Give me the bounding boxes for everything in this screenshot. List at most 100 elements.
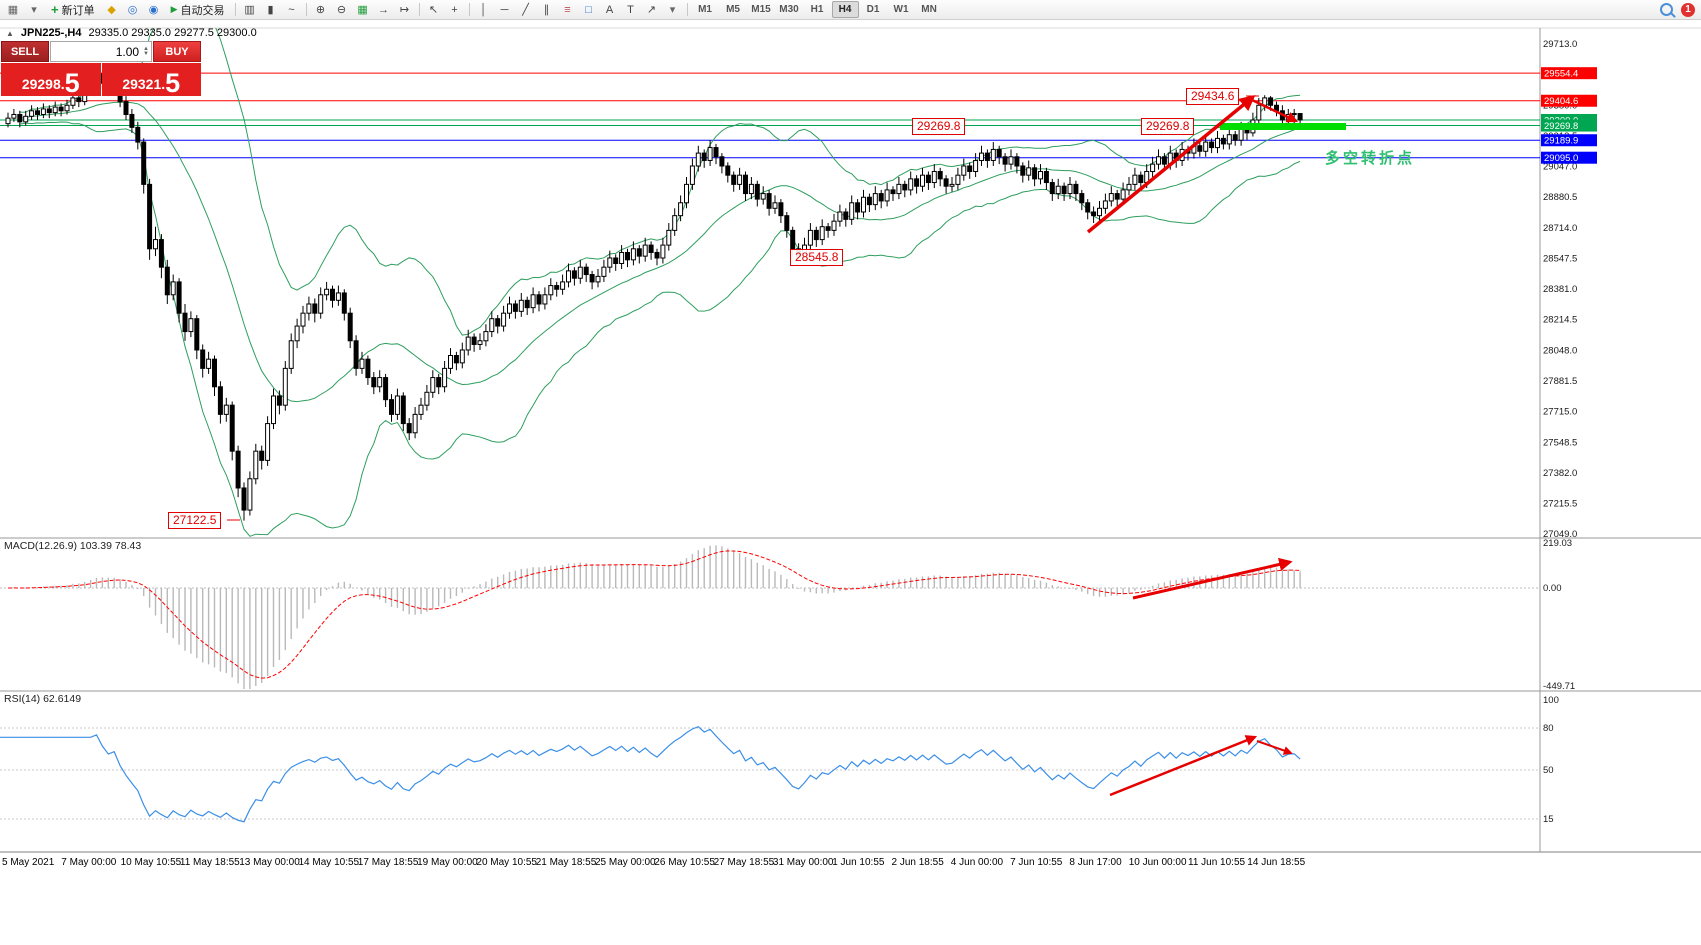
new-chart-dropdown-icon[interactable]: ▾: [31, 4, 37, 16]
trendline-icon[interactable]: ╱: [522, 4, 529, 16]
toolbar-separator: [686, 3, 688, 16]
zoom-out-icon[interactable]: ⊖: [336, 4, 347, 16]
timeframe-group: M1 M5 M15 M30 H1 H4 D1 W1 MN: [692, 1, 943, 18]
new-order-label: 新订单: [61, 4, 95, 17]
svg-text:5 May 2021: 5 May 2021: [2, 857, 55, 868]
ohlc-values: 29335.0 29335.0 29277.5 29300.0: [88, 27, 257, 39]
new-chart-icon[interactable]: ▦: [7, 4, 19, 16]
svg-text:7 Jun 10:55: 7 Jun 10:55: [1010, 857, 1063, 868]
arrows-tool-icon[interactable]: ↗: [646, 4, 657, 16]
expert-advisors-icon[interactable]: ◆: [107, 4, 116, 16]
svg-text:1 Jun 10:55: 1 Jun 10:55: [832, 857, 885, 868]
price-label-29269-left[interactable]: 29269.8: [912, 118, 966, 135]
price-label-low[interactable]: 27122.5: [168, 512, 222, 529]
new-order-button[interactable]: + 新订单: [45, 2, 101, 18]
chart-info-line: ▲ JPN225-,H4 29335.0 29335.0 29277.5 293…: [6, 27, 257, 39]
symbol-period-label: JPN225-,H4: [20, 27, 82, 39]
svg-text:28048.0: 28048.0: [1543, 345, 1577, 356]
profiles-icon[interactable]: ◉: [148, 4, 159, 16]
price-label-high[interactable]: 29434.6: [1186, 88, 1240, 105]
autotrading-button[interactable]: ▶ 自动交易: [165, 2, 231, 18]
svg-text:2 Jun 18:55: 2 Jun 18:55: [892, 857, 945, 868]
line-chart-icon[interactable]: ~: [288, 3, 295, 16]
sell-price-main: 29298.: [21, 76, 65, 92]
svg-text:10 Jun 00:00: 10 Jun 00:00: [1129, 857, 1187, 868]
toolbar-separator: [418, 3, 420, 16]
fibonacci-icon[interactable]: ≡: [564, 3, 571, 16]
toolbar-mid-group: ◆ ◎ ◉: [102, 1, 164, 19]
timeframe-button-m15[interactable]: M15: [751, 4, 771, 15]
timeframe-button-h1[interactable]: H1: [810, 4, 824, 15]
svg-text:27 May 18:55: 27 May 18:55: [714, 857, 775, 868]
timeframe-button-m5[interactable]: M5: [726, 4, 740, 15]
drawing-objects: [227, 95, 1346, 797]
volume-input[interactable]: [51, 43, 142, 60]
svg-text:31 May 00:00: 31 May 00:00: [773, 857, 834, 868]
bar-chart-icon[interactable]: ▥: [244, 4, 255, 16]
chart-shift-icon[interactable]: ↦: [399, 4, 410, 16]
autotrading-play-icon: ▶: [170, 4, 178, 14]
svg-text:8 Jun 17:00: 8 Jun 17:00: [1069, 857, 1122, 868]
price-label-29269-right[interactable]: 29269.8: [1141, 118, 1195, 135]
svg-text:27548.5: 27548.5: [1543, 437, 1577, 448]
channel-icon[interactable]: ∥: [543, 4, 550, 16]
timeframe-button-m1[interactable]: M1: [698, 4, 712, 15]
auto-scroll-icon[interactable]: →: [378, 3, 390, 16]
tile-windows-icon[interactable]: ▦: [357, 4, 368, 16]
search-icon[interactable]: [1660, 3, 1673, 16]
text-label-icon[interactable]: T: [627, 3, 634, 16]
level-lines: [0, 72, 1540, 159]
green-highlight-bar: [1220, 123, 1346, 130]
candlestick-chart-icon[interactable]: ▮: [267, 4, 274, 16]
toolbar-right-group: 1: [1660, 2, 1698, 17]
macd-label: MACD(12.26.9) 103.39 78.43: [4, 540, 142, 552]
sell-button[interactable]: SELL: [1, 41, 49, 62]
timeframe-button-w1[interactable]: W1: [893, 4, 909, 15]
svg-text:19 May 00:00: 19 May 00:00: [417, 857, 478, 868]
svg-text:28381.0: 28381.0: [1543, 284, 1577, 295]
timeframe-button-d1[interactable]: D1: [866, 4, 880, 15]
buy-price[interactable]: 29321. 5: [101, 63, 201, 99]
price-trend-arrow: [1086, 95, 1256, 234]
svg-text:4 Jun 00:00: 4 Jun 00:00: [951, 857, 1004, 868]
volume-stepper[interactable]: ▲ ▼: [143, 45, 149, 57]
market-watch-icon[interactable]: ◎: [127, 4, 138, 16]
svg-text:219.03: 219.03: [1543, 538, 1572, 549]
toolbar-separator: [234, 3, 236, 16]
rsi-line: [0, 725, 1301, 823]
svg-text:50: 50: [1543, 765, 1554, 776]
svg-text:27049.0: 27049.0: [1543, 529, 1577, 540]
crosshair-icon[interactable]: +: [451, 3, 458, 16]
price-label-dip[interactable]: 28545.8: [790, 249, 844, 266]
notification-badge[interactable]: 1: [1681, 2, 1695, 17]
horizontal-line-icon[interactable]: ─: [500, 3, 509, 16]
arrows-dropdown-icon[interactable]: ▾: [669, 4, 676, 16]
svg-text:29554.4: 29554.4: [1544, 69, 1578, 80]
candles-layer: [5, 70, 1303, 521]
rsi-pullback-arrow: [1256, 740, 1293, 755]
buy-price-main: 29321.: [122, 76, 166, 92]
cursor-icon[interactable]: ↖: [428, 4, 439, 16]
toolbar-separator: [305, 3, 307, 16]
buy-price-pip: 5: [165, 68, 181, 99]
svg-text:13 May 00:00: 13 May 00:00: [239, 857, 300, 868]
shapes-icon[interactable]: □: [585, 3, 592, 16]
panel-collapse-icon[interactable]: ▲: [6, 28, 14, 38]
buy-button[interactable]: BUY: [153, 41, 201, 62]
timeframe-button-h4[interactable]: H4: [831, 1, 859, 18]
svg-text:11 May 18:55: 11 May 18:55: [180, 857, 240, 868]
svg-text:21 May 18:55: 21 May 18:55: [536, 857, 597, 868]
timeframe-button-m30[interactable]: M30: [779, 4, 799, 15]
text-icon[interactable]: A: [605, 3, 614, 16]
price-pullback-arrow: [1251, 98, 1299, 123]
vertical-line-icon[interactable]: │: [480, 3, 487, 16]
sell-price[interactable]: 29298. 5: [1, 63, 101, 97]
new-order-plus-icon: +: [51, 1, 59, 17]
svg-text:29269.8: 29269.8: [1544, 121, 1578, 132]
svg-text:27382.0: 27382.0: [1543, 468, 1577, 479]
timeframe-button-mn[interactable]: MN: [921, 4, 937, 15]
toolbar-tools-group: ▥ ▮ ~ ⊕ ⊖ ▦ → ↦ ↖ + │ ─ ╱ ∥ ≡ □ A T ↗ ▾: [232, 1, 691, 19]
svg-text:28214.5: 28214.5: [1543, 315, 1577, 326]
svg-text:10 May 10:55: 10 May 10:55: [121, 857, 182, 868]
zoom-in-icon[interactable]: ⊕: [315, 4, 326, 16]
